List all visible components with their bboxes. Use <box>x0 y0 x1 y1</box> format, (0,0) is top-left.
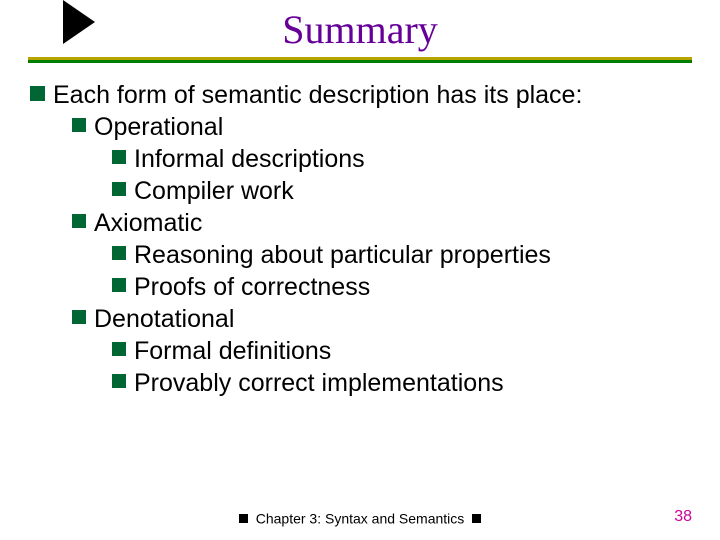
slide-container: Summary Each form of semantic descriptio… <box>0 0 720 540</box>
bullet-icon <box>112 342 126 356</box>
list-text: Operational <box>94 111 223 143</box>
bullet-icon <box>112 182 126 196</box>
bullet-icon <box>239 514 248 523</box>
list-item: Reasoning about particular properties <box>112 239 690 271</box>
page-number: 38 <box>674 508 692 526</box>
list-item: Denotational <box>72 303 690 335</box>
bullet-icon <box>112 150 126 164</box>
list-item: Operational <box>72 111 690 143</box>
list-item: Axiomatic <box>72 207 690 239</box>
list-text: Axiomatic <box>94 207 202 239</box>
footer: Chapter 3: Syntax and Semantics <box>0 509 720 526</box>
bullet-icon <box>30 86 45 101</box>
list-text: Reasoning about particular properties <box>134 239 551 271</box>
list-text: Compiler work <box>134 175 294 207</box>
footer-text: Chapter 3: Syntax and Semantics <box>256 510 465 526</box>
list-item: Formal definitions <box>112 335 690 367</box>
bullet-icon <box>472 514 481 523</box>
title-underline <box>28 57 692 63</box>
list-text: Denotational <box>94 303 234 335</box>
list-text: Informal descriptions <box>134 143 365 175</box>
bullet-icon <box>112 374 126 388</box>
list-item: Proofs of correctness <box>112 271 690 303</box>
content-area: Each form of semantic description has it… <box>0 63 720 399</box>
list-item: Each form of semantic description has it… <box>30 79 690 111</box>
list-text: Provably correct implementations <box>134 367 504 399</box>
list-item: Informal descriptions <box>112 143 690 175</box>
list-text: Proofs of correctness <box>134 271 370 303</box>
list-item: Provably correct implementations <box>112 367 690 399</box>
bullet-icon <box>112 246 126 260</box>
arrow-icon <box>63 0 95 44</box>
bullet-icon <box>112 278 126 292</box>
bullet-icon <box>72 310 86 324</box>
list-item: Compiler work <box>112 175 690 207</box>
bullet-icon <box>72 118 86 132</box>
list-text: Each form of semantic description has it… <box>53 79 582 111</box>
underline-bottom <box>28 60 692 63</box>
slide-title: Summary <box>0 0 720 57</box>
list-text: Formal definitions <box>134 335 331 367</box>
bullet-icon <box>72 214 86 228</box>
